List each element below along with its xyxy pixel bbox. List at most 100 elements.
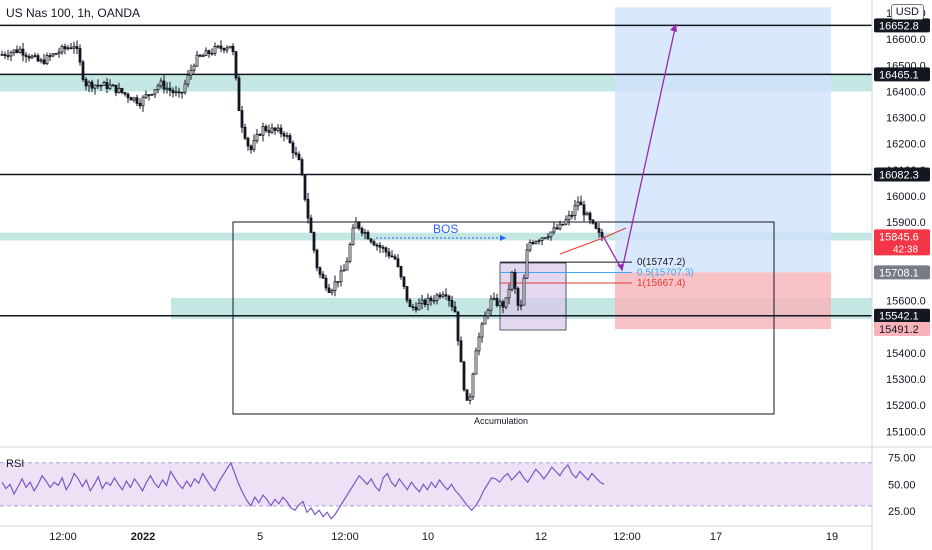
candle-body <box>405 286 409 301</box>
currency-badge[interactable]: USD <box>890 4 924 20</box>
candle-body <box>36 55 40 62</box>
candle-body <box>99 84 103 87</box>
candle-body <box>555 227 559 230</box>
candle-body <box>45 55 49 65</box>
candle-body <box>585 212 589 216</box>
candle-body <box>435 294 439 301</box>
candle-body <box>357 221 361 229</box>
candle-body <box>90 81 94 89</box>
candle-body <box>321 273 325 279</box>
candle-body <box>117 87 121 94</box>
candle-body <box>420 299 424 304</box>
candle-body <box>165 87 169 90</box>
candle-body <box>564 219 568 225</box>
candle-body <box>78 48 82 63</box>
candle-body <box>216 45 220 48</box>
candle-body <box>219 45 223 49</box>
price-label-bg[interactable] <box>874 322 930 337</box>
price-label: 15845.6 <box>879 231 919 243</box>
candle-body <box>441 294 445 298</box>
candle-body <box>402 276 406 287</box>
candle-body <box>378 244 382 248</box>
candle-body <box>0 53 4 56</box>
price-label-bg[interactable] <box>874 308 930 323</box>
candle-body <box>579 201 583 206</box>
candle-body <box>417 302 421 311</box>
candle-body <box>444 294 448 297</box>
price-label: 15708.1 <box>879 267 919 279</box>
accumulation-box[interactable] <box>232 221 775 415</box>
candle-body <box>222 48 226 51</box>
candle-body <box>387 251 391 257</box>
candle-body <box>582 204 586 216</box>
candle-body <box>141 96 145 107</box>
x-tick-label: 19 <box>826 531 838 543</box>
y-tick-label: 15900.0 <box>886 217 926 229</box>
price-label: 15542.1 <box>879 311 919 323</box>
candle-body <box>591 219 595 224</box>
rsi-band <box>0 462 872 506</box>
candle-body <box>594 222 598 229</box>
candle-body <box>312 232 316 251</box>
candle-body <box>6 55 10 57</box>
candle-body <box>105 82 109 89</box>
rsi-label: RSI <box>6 458 24 470</box>
candle-body <box>507 288 511 299</box>
accumulation-label: Accumulation <box>474 416 528 426</box>
candle-body <box>192 65 196 71</box>
x-tick-label: 12 <box>535 531 547 543</box>
rsi-tick-label: 50.00 <box>888 479 916 491</box>
candle-body <box>510 271 514 290</box>
candle-body <box>390 255 394 258</box>
candle-body <box>483 315 487 325</box>
candle-body <box>207 50 211 55</box>
candle-body <box>243 126 247 139</box>
price-label-bg[interactable] <box>874 18 930 33</box>
order-block-box[interactable] <box>499 262 567 331</box>
candle-body <box>39 59 43 62</box>
candle-body <box>498 301 502 306</box>
candle-body <box>234 51 238 79</box>
candle-body <box>69 47 73 50</box>
candle-body <box>423 299 427 306</box>
candle-body <box>279 127 283 135</box>
candle-body <box>66 47 70 50</box>
price-label-bg[interactable] <box>874 229 930 256</box>
price-label-bg[interactable] <box>874 67 930 82</box>
candle-body <box>72 46 76 49</box>
candle-body <box>552 227 556 233</box>
y-tick-label: 16600.0 <box>886 34 926 46</box>
candle-body <box>543 237 547 240</box>
candle-body <box>516 288 520 306</box>
candle-body <box>54 53 58 56</box>
candle-body <box>573 205 577 216</box>
candle-body <box>519 304 523 307</box>
target-zone[interactable] <box>615 7 831 273</box>
price-label-bg[interactable] <box>874 265 930 280</box>
candle-body <box>438 294 442 298</box>
candle-body <box>285 135 289 137</box>
candle-body <box>24 54 28 57</box>
candle-body <box>153 89 157 95</box>
candle-body <box>474 350 478 375</box>
stop-zone[interactable] <box>615 272 831 330</box>
candle-body <box>570 214 574 217</box>
candle-body <box>180 91 184 94</box>
y-tick-label: 16000.0 <box>886 191 926 203</box>
price-label-bg[interactable] <box>874 167 930 182</box>
fib-label: 1(15667.4) <box>637 278 685 289</box>
candle-body <box>399 266 403 278</box>
candle-body <box>159 80 163 87</box>
projection-arrow <box>617 264 623 270</box>
candle-body <box>51 53 55 57</box>
candle-body <box>144 94 148 98</box>
candle-body <box>87 81 91 87</box>
candle-body <box>345 260 349 271</box>
candle-body <box>600 231 604 238</box>
x-tick-label: 10 <box>422 531 434 543</box>
y-tick-label: 15400.0 <box>886 348 926 360</box>
candle-body <box>486 309 490 317</box>
candle-body <box>270 127 274 133</box>
candle-body <box>183 83 187 93</box>
